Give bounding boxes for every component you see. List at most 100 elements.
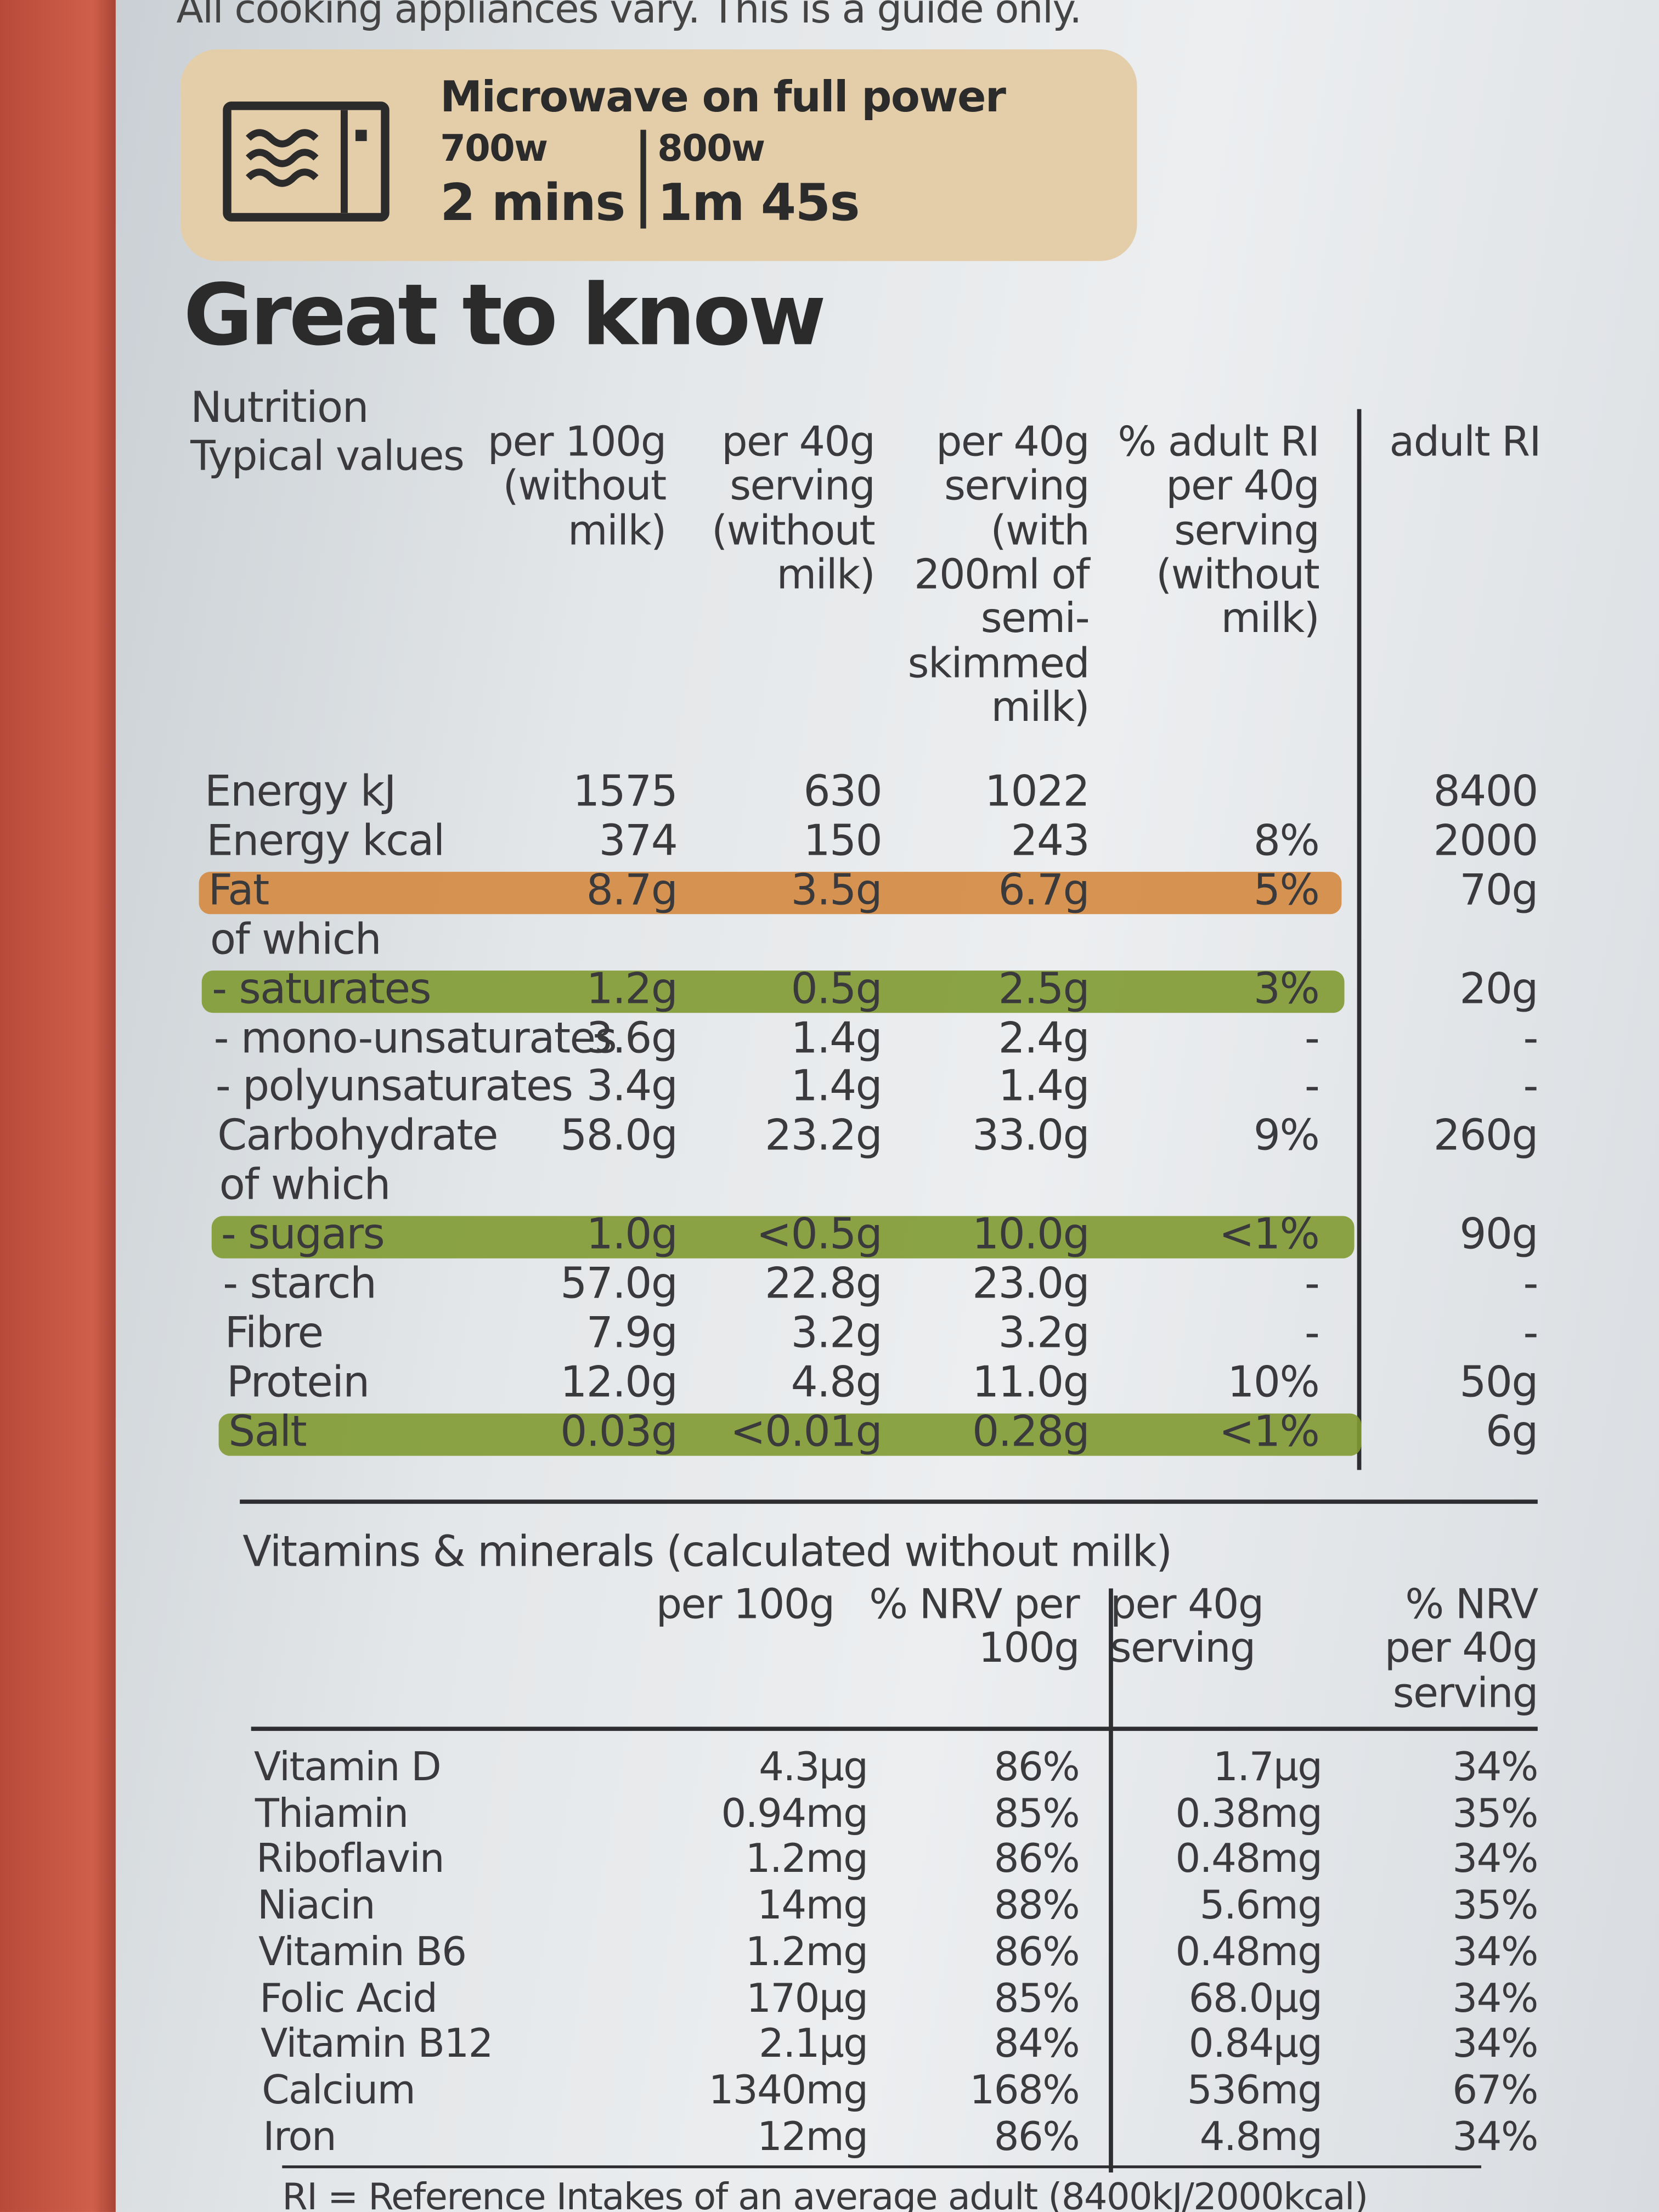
nutrient-value: 8% xyxy=(1253,816,1320,866)
vitamin-value: 1.2mg xyxy=(745,1928,868,1975)
vitamin-value: 34% xyxy=(1452,1743,1538,1791)
nutrient-value: 150 xyxy=(803,816,882,866)
vitamins-header-rule xyxy=(251,1726,1538,1731)
nutrient-value: 11.0g xyxy=(972,1358,1090,1408)
nutrition-header: per 40g serving (without milk) xyxy=(712,417,876,599)
nutrient-value: - xyxy=(1304,1308,1320,1358)
microwave-time: 1m 45s xyxy=(657,174,860,233)
nutrient-value: 0.5g xyxy=(791,964,883,1014)
nutrient-value: 9% xyxy=(1253,1112,1320,1162)
vitamin-value: 67% xyxy=(1452,2066,1538,2113)
vitamin-value: 14mg xyxy=(757,1882,868,1929)
vitamin-value: 85% xyxy=(994,1974,1080,2021)
cooking-note: All cooking appliances vary. This is a g… xyxy=(176,0,1082,33)
vitamin-name: Riboflavin xyxy=(256,1836,445,1883)
vitamin-value: 1.2mg xyxy=(745,1836,868,1883)
nutrient-name: Energy kcal xyxy=(206,816,445,866)
nutrient-name: Protein xyxy=(226,1358,370,1408)
microwave-power: 700w xyxy=(440,128,548,171)
vitamin-value: 12mg xyxy=(757,2112,868,2159)
nutrition-header: per 40g serving (with 200ml of semi-skim… xyxy=(907,417,1090,731)
vitamin-value: 0.38mg xyxy=(1175,1790,1322,1837)
nutrient-value: 0.28g xyxy=(972,1407,1090,1457)
nutrient-value: 243 xyxy=(1011,816,1090,866)
nutrient-value: 1575 xyxy=(573,767,678,817)
nutrient-value: 260g xyxy=(1433,1112,1539,1162)
nutrient-value: 23.0g xyxy=(972,1260,1090,1310)
nutrient-value: 3.6g xyxy=(586,1013,678,1063)
nutrient-name: - starch xyxy=(223,1260,377,1310)
nutrient-value: 2000 xyxy=(1433,816,1539,866)
nutrient-name: Fibre xyxy=(224,1308,324,1358)
nutrient-value: 1.4g xyxy=(998,1063,1090,1113)
heading: Great to know xyxy=(183,266,826,365)
nutrient-value: 20g xyxy=(1459,964,1538,1014)
microwave-power: 800w xyxy=(657,128,765,171)
nutrient-value: 2.5g xyxy=(998,964,1090,1014)
nutrient-value: 57.0g xyxy=(560,1260,678,1310)
nutrient-value: 23.2g xyxy=(765,1112,883,1162)
row-highlight xyxy=(198,871,1341,914)
red-stripe xyxy=(0,0,116,2212)
nutrient-name: - polyunsaturates xyxy=(215,1063,573,1113)
nutrient-value: 10% xyxy=(1227,1358,1319,1408)
nutrient-value: 7.9g xyxy=(586,1308,678,1358)
nutrient-value: - xyxy=(1523,1013,1539,1063)
nutrition-header: Typical values xyxy=(190,431,465,480)
nutrient-name: - saturates xyxy=(212,964,431,1014)
row-highlight xyxy=(211,1216,1354,1259)
vitamin-name: Vitamin D xyxy=(253,1743,442,1791)
vitamin-value: 34% xyxy=(1452,1974,1538,2021)
nutrient-value: 3.4g xyxy=(586,1063,678,1113)
nutrient-value: <1% xyxy=(1218,1407,1320,1457)
nutrient-value: 3% xyxy=(1253,964,1320,1014)
microwave-time: 2 mins xyxy=(440,174,625,233)
nutrient-value: 90g xyxy=(1459,1210,1538,1260)
nutrient-value: 374 xyxy=(599,816,678,866)
footer-rule xyxy=(282,2165,1481,2169)
vitamins-header: per 40g serving xyxy=(1110,1579,1265,1672)
nutrient-value: 2.4g xyxy=(998,1013,1090,1063)
nutrient-value: 50g xyxy=(1459,1358,1538,1408)
nutrition-header: adult RI xyxy=(1389,417,1542,466)
vitamin-value: 4.8mg xyxy=(1199,2112,1323,2159)
vitamin-value: 35% xyxy=(1452,1790,1538,1837)
nutrient-value: 1022 xyxy=(984,767,1090,817)
nutrition-title: Nutrition xyxy=(190,383,369,433)
nutrient-value: 630 xyxy=(803,767,882,817)
vitamin-name: Vitamin B12 xyxy=(261,2020,493,2067)
vitamin-value: 34% xyxy=(1452,2020,1538,2067)
microwave-icon xyxy=(223,101,390,222)
nutrient-value: 4.8g xyxy=(791,1358,883,1408)
nutrient-value: 10.0g xyxy=(972,1210,1090,1260)
nutrient-name: - mono-unsaturates xyxy=(213,1013,617,1063)
nutrient-value: <0.5g xyxy=(756,1210,883,1260)
nutrient-value: - xyxy=(1523,1260,1539,1310)
vitamin-value: 5.6mg xyxy=(1199,1882,1323,1929)
ri-divider xyxy=(1357,409,1362,1470)
vitamin-value: 168% xyxy=(969,2066,1080,2113)
nutrient-value: 58.0g xyxy=(560,1112,678,1162)
vitamins-title: Vitamins & minerals (calculated without … xyxy=(242,1527,1172,1577)
vitamin-name: Vitamin B6 xyxy=(258,1928,467,1975)
microwave-divider xyxy=(640,129,646,229)
nutrient-value: 33.0g xyxy=(972,1112,1090,1162)
nutrient-value: - xyxy=(1304,1013,1320,1063)
vitamin-name: Niacin xyxy=(257,1882,375,1929)
nutrient-value: 1.4g xyxy=(791,1013,883,1063)
row-highlight xyxy=(202,970,1345,1013)
nutrient-value: 6.7g xyxy=(998,866,1090,916)
vitamin-name: Iron xyxy=(263,2112,336,2159)
vitamins-header: % NRV per 40g serving xyxy=(1384,1579,1539,1717)
nutrient-name: Fat xyxy=(208,866,270,916)
section-rule xyxy=(240,1499,1538,1504)
vitamin-value: 536mg xyxy=(1187,2066,1323,2113)
nutrient-name: - sugars xyxy=(221,1210,385,1260)
vitamin-value: 0.48mg xyxy=(1175,1928,1322,1975)
nutrient-value: 70g xyxy=(1459,866,1538,916)
row-highlight xyxy=(218,1413,1362,1455)
nutrient-value: 1.4g xyxy=(791,1063,883,1113)
vitamin-value: 0.84µg xyxy=(1188,2020,1323,2067)
nutrition-header: per 100g (without milk) xyxy=(487,417,667,554)
